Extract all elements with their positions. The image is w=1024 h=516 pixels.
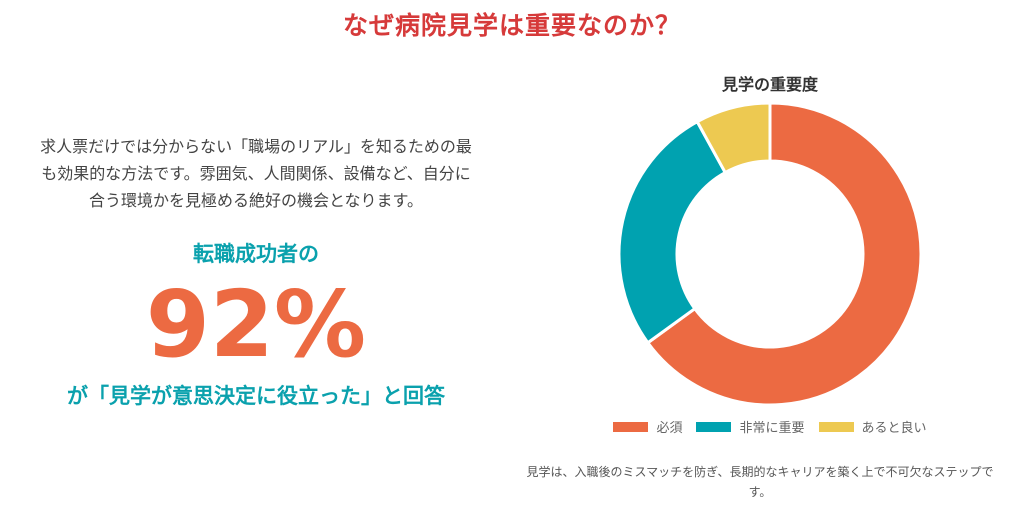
- chart-note: 見学は、入職後のミスマッチを防ぎ、長期的なキャリアを築く上で不可欠なステップです…: [526, 465, 994, 499]
- legend-label: あると良い: [861, 421, 927, 436]
- legend-item[interactable]: 非常に重要: [696, 417, 805, 436]
- legend-item[interactable]: 必須: [613, 417, 682, 436]
- stat-value: 92%: [145, 271, 367, 378]
- legend-label: 非常に重要: [739, 421, 805, 436]
- donut-slice-2[interactable]: [617, 119, 728, 345]
- description: 求人票だけでは分からない「職場のリアル」を知るための最 も効果的な方法です。雰囲…: [0, 133, 512, 214]
- donut-slice-1[interactable]: [645, 101, 923, 407]
- legend-item[interactable]: あると良い: [818, 417, 927, 436]
- legend-swatch: [613, 421, 649, 432]
- stat-lead: 転職成功者の: [193, 242, 319, 266]
- stat-caption: が「見学が意思決定に役立った」と回答: [67, 384, 445, 408]
- legend-label: 必須: [656, 421, 683, 436]
- donut-slice-3[interactable]: [695, 101, 772, 175]
- legend-swatch: [696, 421, 732, 432]
- legend-swatch: [818, 421, 854, 432]
- page-title: なぜ病院見学は重要なのか？: [342, 11, 681, 40]
- chart-legend: 必須 非常に重要 あると良い: [600, 417, 940, 436]
- description-line: も効果的な方法です。雰囲気、人間関係、設備など、自分に: [41, 164, 471, 183]
- chart-title: 見学の重要度: [721, 75, 818, 94]
- description-line: 合う環境かを見極める絶好の機会となります。: [89, 191, 423, 210]
- description-line: 求人票だけでは分からない「職場のリアル」を知るための最: [40, 137, 472, 156]
